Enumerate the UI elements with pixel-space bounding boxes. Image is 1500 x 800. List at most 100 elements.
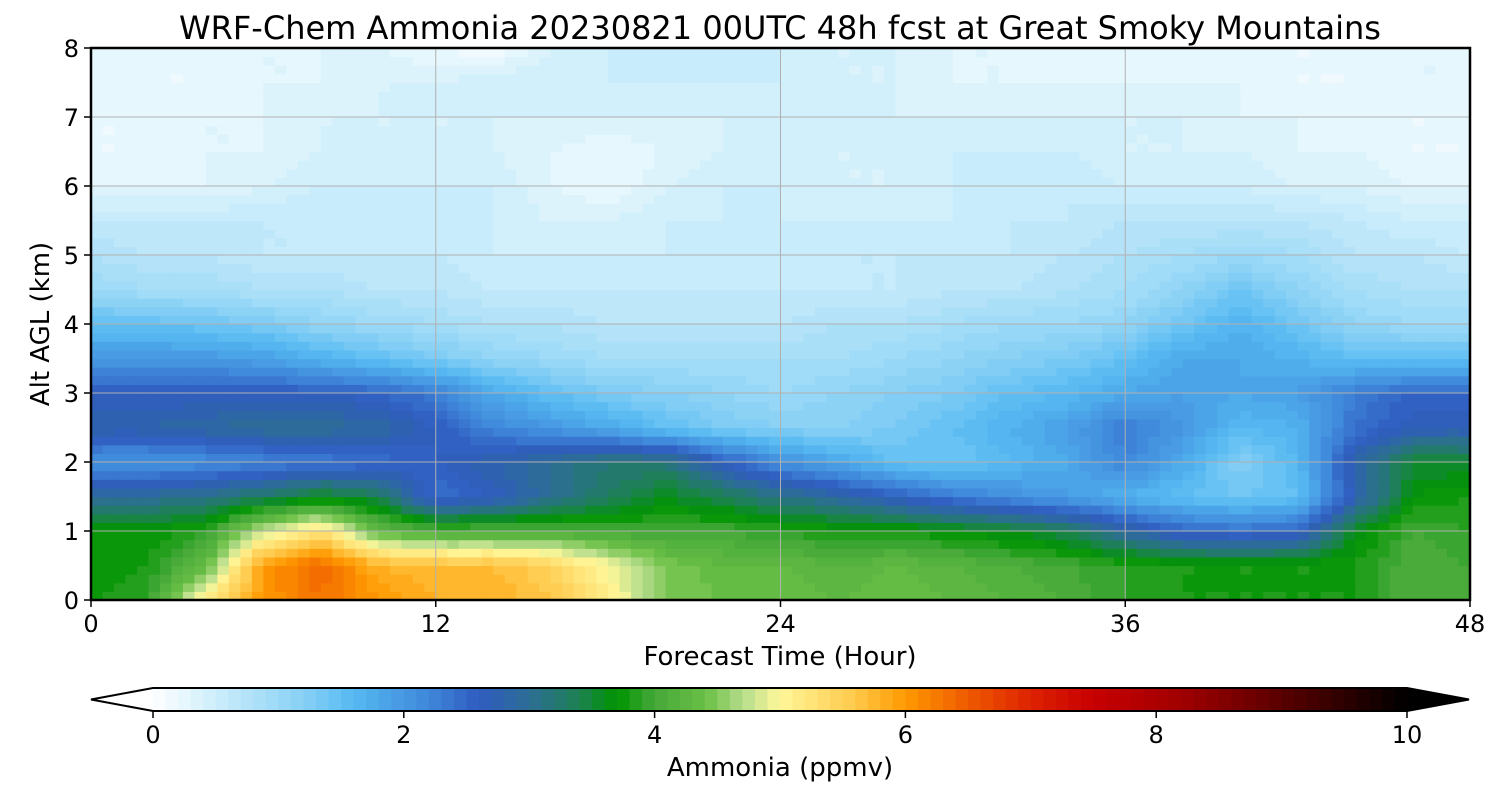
heatmap-cell bbox=[527, 565, 540, 575]
heatmap-cell bbox=[263, 255, 276, 265]
heatmap-cell bbox=[723, 574, 736, 584]
heatmap-cell bbox=[1159, 479, 1172, 489]
heatmap-cell bbox=[1010, 436, 1023, 446]
heatmap-cell bbox=[113, 375, 127, 385]
heatmap-cell bbox=[504, 384, 517, 394]
heatmap-cell bbox=[91, 324, 104, 334]
heatmap-cell bbox=[711, 358, 724, 368]
heatmap-cell bbox=[803, 505, 816, 515]
heatmap-cell bbox=[516, 522, 529, 532]
heatmap-cell bbox=[182, 531, 196, 541]
heatmap-cell bbox=[757, 436, 770, 446]
heatmap-cell bbox=[987, 513, 1000, 523]
heatmap-cell bbox=[780, 384, 793, 394]
heatmap-cell bbox=[389, 332, 402, 342]
heatmap-cell bbox=[527, 418, 540, 429]
heatmap-cell bbox=[952, 341, 965, 351]
heatmap-cell bbox=[1125, 591, 1138, 601]
heatmap-cell bbox=[1251, 522, 1264, 532]
heatmap-cell bbox=[435, 539, 448, 549]
heatmap-cell bbox=[332, 591, 345, 601]
heatmap-cell bbox=[516, 582, 529, 592]
heatmap-cell bbox=[1401, 505, 1414, 515]
heatmap-cell bbox=[1159, 246, 1172, 256]
heatmap-cell bbox=[1435, 401, 1448, 411]
heatmap-cell bbox=[1424, 349, 1437, 360]
heatmap-cell bbox=[1240, 358, 1253, 368]
heatmap-cell bbox=[516, 324, 529, 334]
heatmap-cell bbox=[964, 358, 977, 368]
heatmap-cell bbox=[585, 393, 598, 403]
heatmap-cell bbox=[952, 453, 965, 463]
heatmap-cell bbox=[125, 539, 138, 549]
heatmap-cell bbox=[1458, 470, 1471, 480]
heatmap-cell bbox=[1458, 410, 1471, 420]
heatmap-cell bbox=[723, 565, 736, 575]
heatmap-cell bbox=[378, 556, 391, 567]
heatmap-cell bbox=[1079, 384, 1092, 394]
heatmap-cell bbox=[1424, 393, 1437, 403]
heatmap-cell bbox=[458, 384, 471, 394]
heatmap-cell bbox=[159, 522, 173, 532]
heatmap-cell bbox=[1079, 505, 1092, 515]
heatmap-cell bbox=[872, 263, 885, 273]
heatmap-cell bbox=[1067, 298, 1080, 308]
heatmap-cell bbox=[1159, 375, 1172, 385]
heatmap-cell bbox=[263, 289, 276, 299]
heatmap-cell bbox=[1067, 280, 1080, 291]
heatmap-cell bbox=[1044, 272, 1057, 282]
heatmap-cell bbox=[1447, 505, 1460, 515]
heatmap-cell bbox=[1148, 548, 1161, 558]
heatmap-cell bbox=[171, 272, 184, 282]
heatmap-cell bbox=[906, 341, 919, 351]
heatmap-cell bbox=[343, 324, 356, 334]
heatmap-cell bbox=[573, 427, 586, 437]
heatmap-cell bbox=[1021, 531, 1034, 541]
heatmap-cell bbox=[1033, 341, 1046, 351]
heatmap-cell bbox=[1044, 462, 1057, 472]
heatmap-cell bbox=[1205, 427, 1218, 437]
heatmap-cell bbox=[826, 444, 839, 454]
heatmap-cell bbox=[1309, 591, 1322, 601]
heatmap-cell bbox=[470, 591, 483, 601]
heatmap-cell bbox=[1171, 539, 1184, 549]
heatmap-cell bbox=[366, 522, 379, 532]
heatmap-cell bbox=[1458, 349, 1471, 360]
heatmap-cell bbox=[1447, 479, 1460, 489]
heatmap-cell bbox=[504, 505, 517, 515]
heatmap-cell bbox=[1217, 263, 1230, 273]
heatmap-cell bbox=[194, 332, 207, 342]
heatmap-cell bbox=[263, 539, 276, 549]
heatmap-cell bbox=[1217, 280, 1230, 291]
heatmap-cell bbox=[378, 418, 391, 429]
heatmap-cell bbox=[1205, 367, 1218, 377]
heatmap-cell bbox=[780, 280, 793, 291]
heatmap-cell bbox=[918, 384, 931, 394]
heatmap-cell bbox=[171, 487, 184, 498]
heatmap-cell bbox=[424, 401, 437, 411]
heatmap-cell bbox=[700, 531, 713, 541]
heatmap-cell bbox=[401, 410, 414, 420]
heatmap-cell bbox=[1274, 548, 1287, 558]
heatmap-cell bbox=[711, 298, 724, 308]
heatmap-cell bbox=[952, 487, 965, 498]
heatmap-cell bbox=[964, 427, 977, 437]
heatmap-cell bbox=[493, 565, 506, 575]
heatmap-cell bbox=[550, 444, 563, 454]
heatmap-cell bbox=[263, 548, 276, 558]
heatmap-cell bbox=[171, 384, 184, 394]
heatmap-cell bbox=[527, 375, 540, 385]
heatmap-cell bbox=[171, 418, 184, 429]
heatmap-cell bbox=[1355, 341, 1368, 351]
heatmap-cell bbox=[320, 513, 333, 523]
heatmap-cell bbox=[251, 505, 264, 515]
heatmap-cell bbox=[562, 306, 575, 316]
heatmap-cell bbox=[171, 349, 184, 360]
heatmap-cell bbox=[803, 298, 816, 308]
heatmap-cell bbox=[1205, 410, 1218, 420]
heatmap-cell bbox=[1056, 453, 1069, 463]
heatmap-cell bbox=[1125, 479, 1138, 489]
heatmap-cell bbox=[906, 237, 919, 247]
heatmap-cell bbox=[136, 462, 150, 472]
heatmap-cell bbox=[171, 496, 184, 506]
